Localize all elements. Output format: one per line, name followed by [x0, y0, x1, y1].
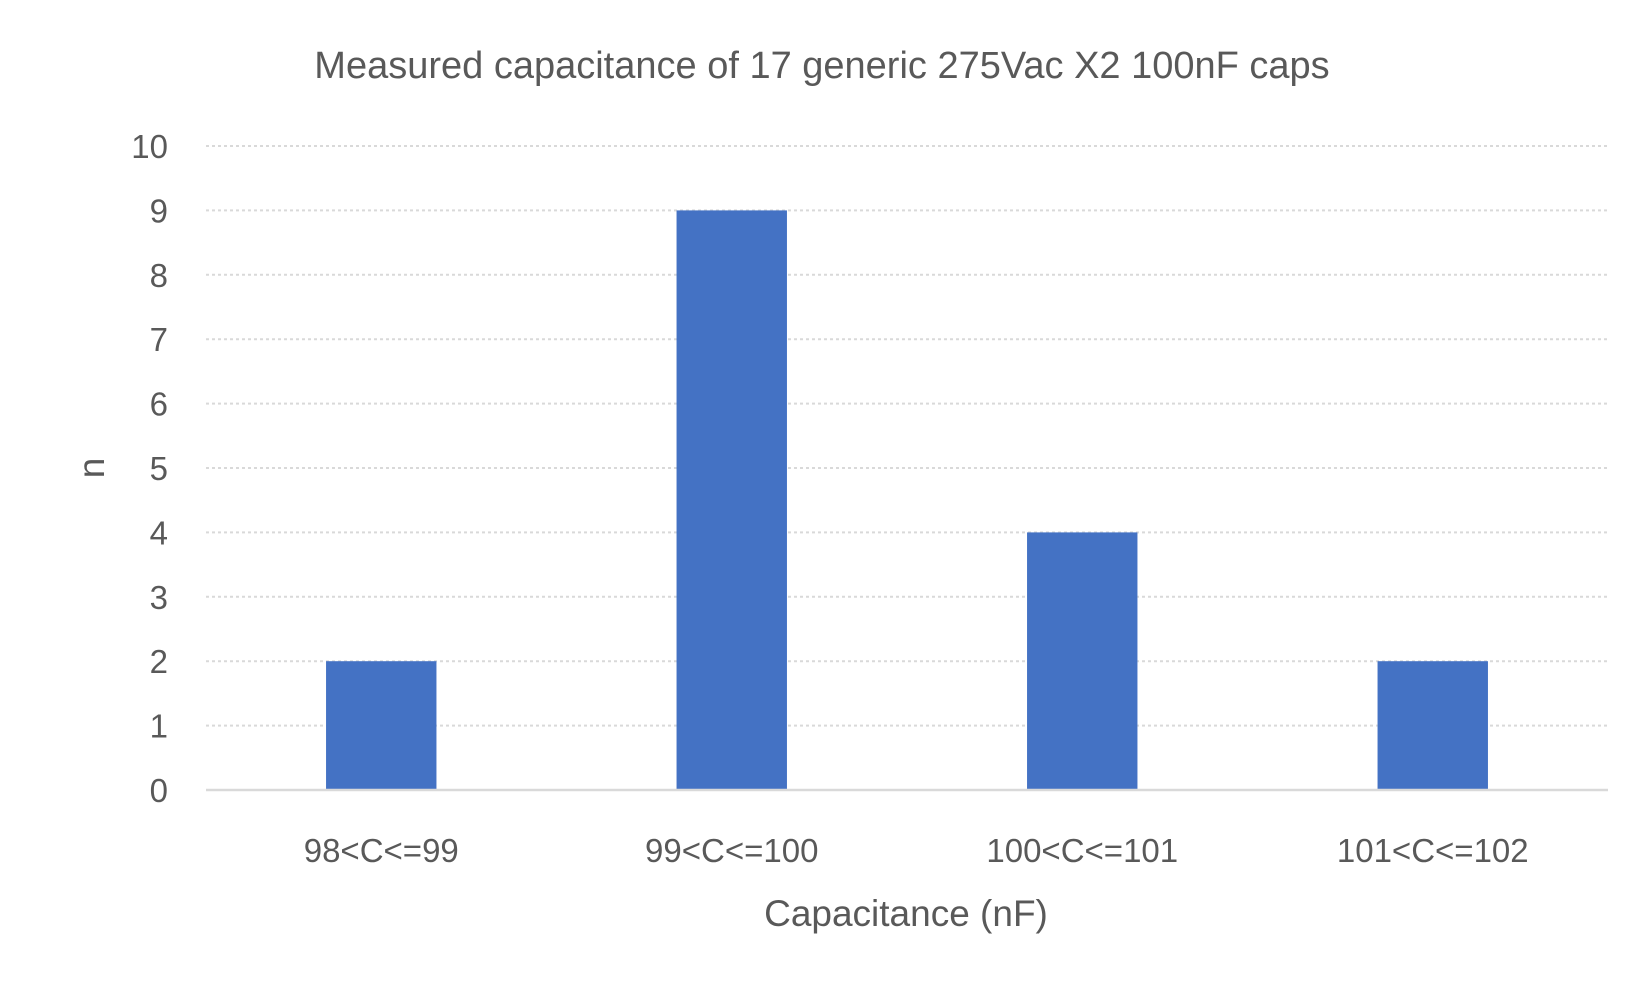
y-tick-label: 6	[150, 386, 168, 423]
y-axis-title: n	[71, 458, 112, 479]
x-tick-label: 100<C<=101	[986, 832, 1178, 869]
bar	[326, 661, 437, 790]
gridlines	[206, 145, 1608, 727]
y-tick-label: 4	[150, 514, 168, 551]
bar	[1377, 661, 1488, 790]
x-axis-ticks: 98<C<=99 99<C<=100 100<C<=101 101<C<=102	[304, 832, 1529, 869]
y-tick-label: 1	[150, 708, 168, 745]
y-tick-label: 2	[150, 643, 168, 680]
y-tick-label: 10	[131, 128, 168, 165]
y-tick-label: 9	[150, 192, 168, 229]
y-axis-ticks: 0 1 2 3 4 5 6 7 8 9 10	[131, 128, 168, 809]
bar	[1027, 532, 1138, 790]
bars	[326, 210, 1488, 790]
y-tick-label: 7	[150, 321, 168, 358]
x-tick-label: 101<C<=102	[1337, 832, 1529, 869]
bar	[676, 210, 787, 790]
x-tick-label: 99<C<=100	[645, 832, 818, 869]
y-tick-label: 0	[150, 772, 168, 809]
x-axis-title: Capacitance (nF)	[764, 893, 1048, 934]
chart-title: Measured capacitance of 17 generic 275Va…	[314, 45, 1329, 87]
x-tick-label: 98<C<=99	[304, 832, 459, 869]
y-tick-label: 5	[150, 450, 168, 487]
y-tick-label: 3	[150, 579, 168, 616]
y-tick-label: 8	[150, 257, 168, 294]
